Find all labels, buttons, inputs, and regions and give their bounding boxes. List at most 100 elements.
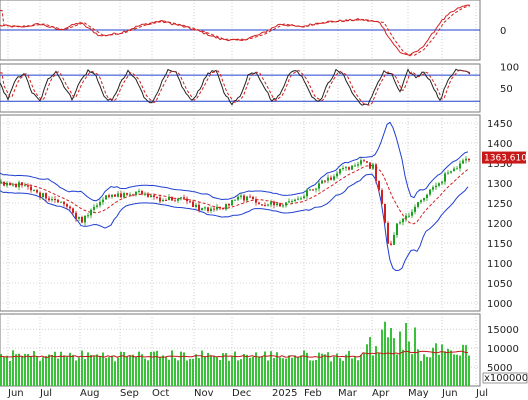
- volume-bar: [141, 354, 143, 386]
- volume-bar: [87, 352, 89, 386]
- candle-body: [312, 189, 314, 191]
- volume-bar: [75, 360, 77, 386]
- candle-body: [27, 185, 29, 187]
- candle-body: [360, 160, 362, 165]
- candle-body: [354, 165, 356, 167]
- volume-bar: [150, 351, 152, 386]
- volume-bar: [351, 358, 353, 386]
- candle-body: [219, 206, 221, 209]
- volume-bar: [324, 354, 326, 386]
- candle-body: [390, 243, 392, 245]
- volume-bar: [429, 357, 431, 386]
- volume-bar: [246, 354, 248, 386]
- candle-body: [114, 194, 116, 197]
- volume-bar: [192, 358, 194, 386]
- volume-bar: [435, 343, 437, 386]
- current-price-label: 1363.610: [484, 154, 527, 164]
- volume-bar: [219, 360, 221, 386]
- volume-bar: [387, 337, 389, 386]
- volume-bar: [456, 354, 458, 386]
- volume-bar: [36, 356, 38, 386]
- volume-bar: [357, 360, 359, 386]
- candle-body: [237, 196, 239, 200]
- volume-bar: [270, 351, 272, 386]
- candle-body: [252, 196, 254, 200]
- oscillator-series: [0, 4, 480, 57]
- candle-body: [336, 173, 338, 177]
- candle-body: [0, 181, 2, 183]
- volume-bar: [198, 358, 200, 386]
- candle-body: [21, 182, 23, 186]
- volume-bar: [171, 350, 173, 386]
- candle-body: [450, 171, 452, 173]
- candle-body: [279, 203, 281, 207]
- candle-body: [153, 195, 155, 197]
- volume-bar: [237, 360, 239, 386]
- volume-bar: [210, 355, 212, 386]
- volume-bar: [285, 358, 287, 386]
- volume-bar: [360, 354, 362, 386]
- candle-body: [231, 200, 233, 206]
- price-tick: 1100: [487, 259, 512, 270]
- month-label: 2025: [272, 388, 297, 399]
- volume-bar: [96, 354, 98, 386]
- volume-bar: [120, 351, 122, 386]
- volume-bar: [54, 351, 56, 386]
- volume-bar: [102, 352, 104, 386]
- volume-tick: 15000: [487, 325, 519, 336]
- volume-bar: [294, 355, 296, 386]
- candle-body: [210, 208, 212, 211]
- candle-body: [342, 168, 344, 169]
- candle-body: [213, 208, 215, 210]
- volume-bar: [177, 360, 179, 386]
- volume-bar: [45, 356, 47, 386]
- volume-bar: [249, 357, 251, 386]
- candle-body: [141, 190, 143, 195]
- candle-body: [264, 205, 266, 206]
- volume-bar: [354, 356, 356, 386]
- stochastic-d-line: [0, 69, 471, 106]
- volume-bar: [153, 351, 155, 386]
- volume-bar: [30, 356, 32, 386]
- volume-bar: [168, 359, 170, 386]
- candle-body: [384, 203, 386, 223]
- volume-bar: [57, 358, 59, 386]
- volume-bar: [288, 355, 290, 386]
- month-label: Jun: [441, 388, 458, 399]
- volume-bar: [348, 350, 350, 386]
- volume-bar: [399, 331, 401, 386]
- volume-bar: [114, 361, 116, 386]
- volume-bar: [465, 345, 467, 386]
- candle-body: [12, 184, 14, 186]
- candle-body: [339, 168, 341, 174]
- candle-body: [240, 195, 242, 197]
- bollinger-upper: [0, 121, 469, 202]
- volume-bar: [345, 354, 347, 386]
- price-tick: 1150: [487, 239, 512, 250]
- volume-bar: [207, 352, 209, 386]
- volume-bar: [453, 354, 455, 386]
- candle-body: [456, 168, 458, 170]
- volume-bar: [165, 357, 167, 386]
- candle-body: [72, 208, 74, 213]
- month-label: Mar: [338, 388, 358, 399]
- candle-body: [36, 190, 38, 193]
- volume-bar: [372, 355, 374, 386]
- volume-bar: [159, 356, 161, 386]
- volume-bar: [60, 351, 62, 386]
- volume-bar: [306, 352, 308, 386]
- candle-body: [216, 206, 218, 210]
- stochastic-series: [0, 68, 480, 106]
- volume-bar: [105, 358, 107, 386]
- candle-body: [189, 201, 191, 203]
- candle-body: [255, 199, 257, 203]
- candle-body: [258, 202, 260, 205]
- month-label: Dec: [232, 388, 251, 399]
- candle-body: [132, 194, 134, 196]
- candle-body: [453, 168, 455, 172]
- candle-body: [387, 222, 389, 244]
- volume-bar: [381, 329, 383, 386]
- candle-body: [393, 235, 395, 245]
- candle-body: [168, 197, 170, 201]
- volume-bar: [228, 360, 230, 386]
